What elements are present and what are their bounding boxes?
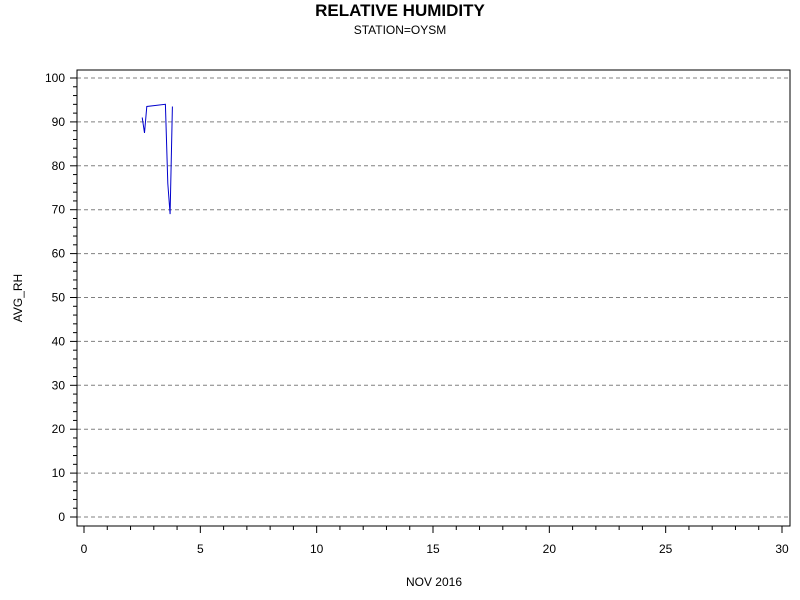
x-tick-label: 30 [775,542,789,556]
y-tick-label: 70 [52,203,66,217]
y-tick-label: 60 [52,247,66,261]
chart-subtitle: STATION=OYSM [353,23,447,37]
x-axis-label: NOV 2016 [406,575,462,589]
x-tick-label: 10 [310,542,324,556]
y-tick-label: 100 [45,71,65,85]
y-tick-label: 90 [52,115,66,129]
y-tick-label: 40 [52,334,66,348]
y-tick-label: 50 [52,291,66,305]
x-tick-label: 5 [197,542,204,556]
x-tick-label: 25 [659,542,673,556]
x-tick-label: 0 [81,542,88,556]
chart-title: RELATIVE HUMIDITY [315,1,485,20]
x-tick-label: 15 [426,542,440,556]
x-axis: 0 5 10 15 20 25 30 [81,526,789,556]
y-tick-label: 80 [52,159,66,173]
y-axis: 0 10 20 30 40 50 60 70 80 90 100 [45,71,77,524]
data-lines [141,103,173,215]
y-tick-label: 30 [52,378,66,392]
x-tick-label: 20 [543,542,557,556]
y-axis-label: AVG_RH [11,274,25,322]
y-tick-label: 0 [58,510,65,524]
gridlines [77,77,790,518]
y-tick-label: 10 [52,466,66,480]
y-tick-label: 20 [52,422,66,436]
series-line [141,103,173,215]
